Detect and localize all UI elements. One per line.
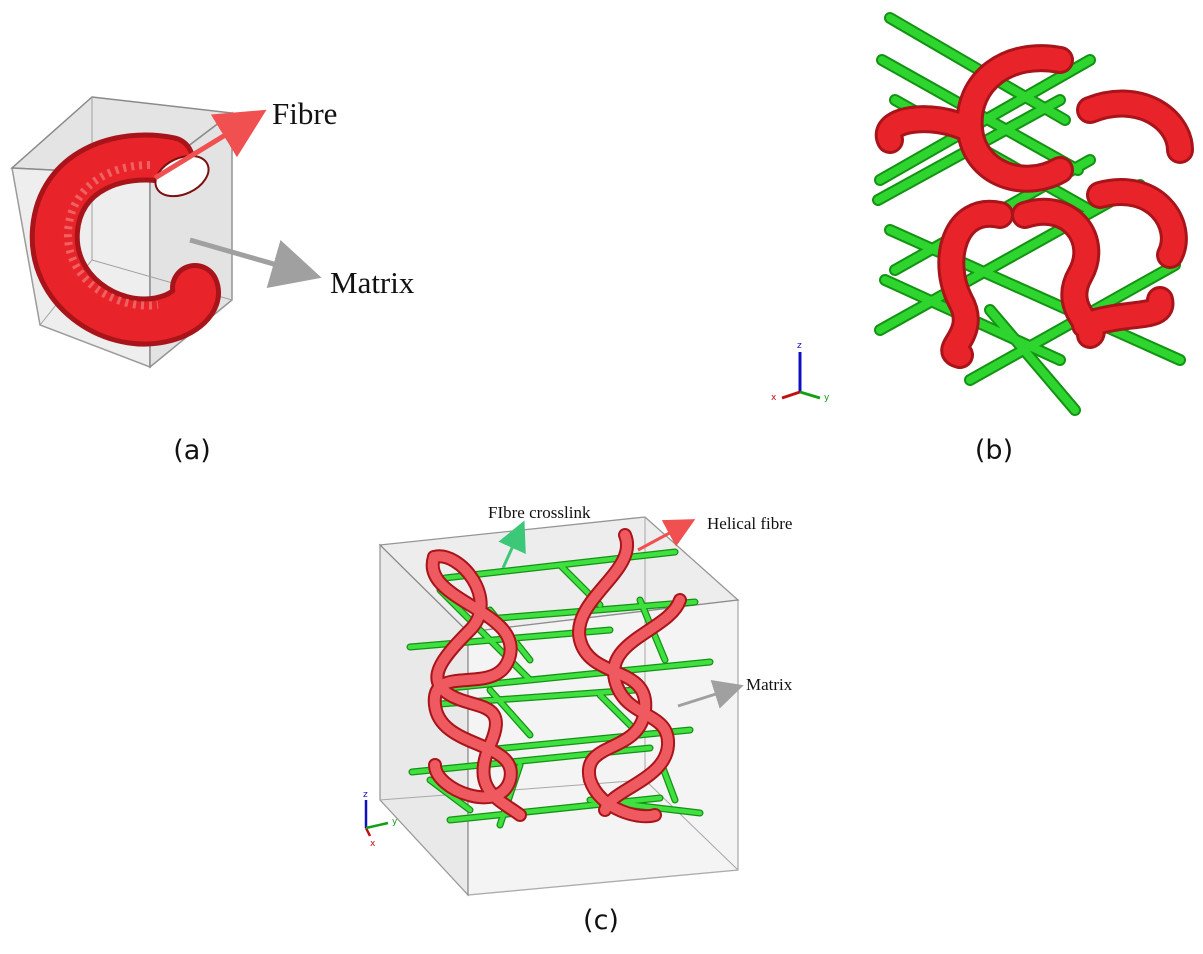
matrix-label-c: Matrix [746,675,793,694]
crosslink-label: FIbre crosslink [488,503,591,522]
panel-a-figure: Fibre Matrix [10,96,415,369]
axis-triad-c: z x y [363,790,398,849]
fibre-c-shape [29,132,221,347]
axis-x-label: x [771,393,777,403]
caption-b: (b) [974,435,1014,466]
axis-y-label: y [824,393,830,403]
matrix-label: Matrix [330,265,415,300]
axis-z-label: z [797,341,802,351]
crosslink-arrow [498,520,526,569]
panel-c-figure: FIbre crosslink Helical fibre Matrix z x… [363,503,793,897]
helical-fibres-c [425,528,687,824]
panel-b-figure: z x y [771,12,1194,416]
helical-fibre-label: Helical fibre [707,514,792,533]
axis-x-label-c: x [370,839,376,849]
helical-fibre-arrow [637,519,696,552]
axis-y-label-c: y [392,817,398,827]
caption-a: (a) [173,435,211,466]
helical-fibres [875,44,1194,369]
fibre-arrow [153,109,267,181]
matrix-arrow [189,237,322,289]
fibre-label: Fibre [272,96,337,131]
axis-triad-b: z x y [771,341,830,403]
caption-c: (c) [583,905,619,936]
matrix-arrow-c [677,679,744,709]
axis-z-label-c: z [363,790,368,800]
